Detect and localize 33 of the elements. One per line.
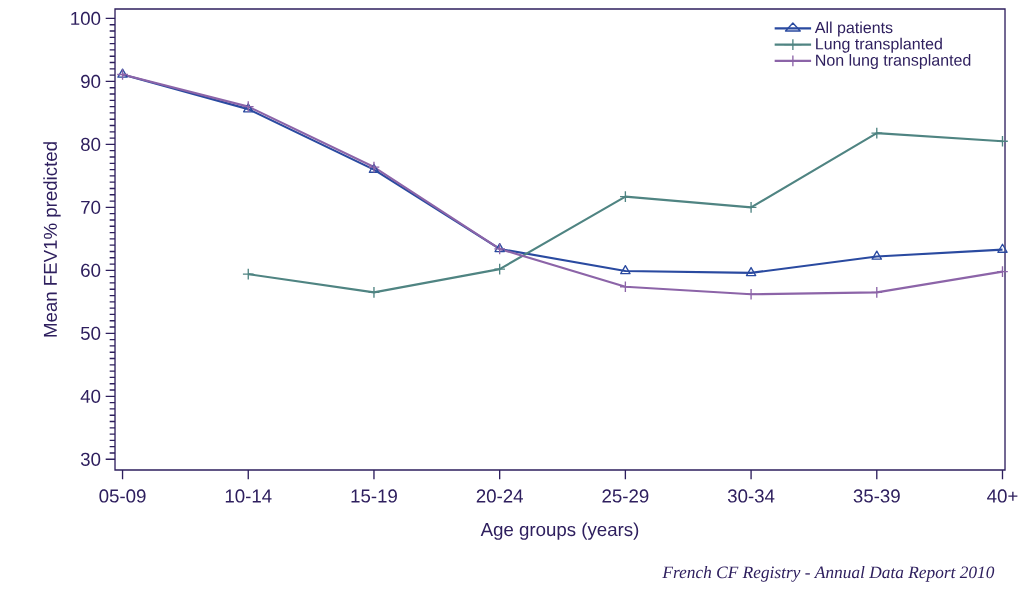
x-axis-title: Age groups (years) xyxy=(480,522,639,540)
text: French CF Registry - Annual Data Report 2010 xyxy=(662,565,995,582)
x-tick-label: 25-29 xyxy=(602,489,649,503)
y-tick-label: 40 xyxy=(80,389,101,403)
y-tick-label: 90 xyxy=(81,74,101,89)
point xyxy=(871,250,883,260)
point xyxy=(620,264,631,275)
y-tick-label: 70 xyxy=(81,200,101,214)
x-tick-label: 15-19 xyxy=(351,489,397,503)
x-tick-label: 05-09 xyxy=(99,489,146,503)
legend-label: All patients xyxy=(814,21,893,37)
y-tick-label: 50 xyxy=(80,326,101,340)
x-tick-label: 40+ xyxy=(987,489,1018,503)
x-tick-label: 20-24 xyxy=(476,489,523,503)
point xyxy=(870,127,883,140)
y-axis-title: Mean FEV1% predicted xyxy=(43,142,61,337)
x-tick-label: 35-39 xyxy=(853,489,900,503)
x-tick-label: 10-14 xyxy=(225,489,272,503)
point xyxy=(997,243,1008,253)
point xyxy=(367,286,380,299)
point xyxy=(996,135,1009,148)
point xyxy=(242,268,255,281)
x-tick-label: 30-34 xyxy=(727,489,775,503)
point xyxy=(745,266,757,277)
y-tick-label: 30 xyxy=(80,452,101,466)
y-tick-label: 80 xyxy=(81,137,101,152)
y-tick-label: 60 xyxy=(81,263,101,277)
legend-label: Lung transplanted xyxy=(816,37,942,53)
point xyxy=(996,265,1009,278)
y-tick-label: 100 xyxy=(71,11,101,26)
point xyxy=(493,263,506,276)
point xyxy=(619,280,632,293)
legend-label: Non lung transplanted xyxy=(816,54,971,69)
